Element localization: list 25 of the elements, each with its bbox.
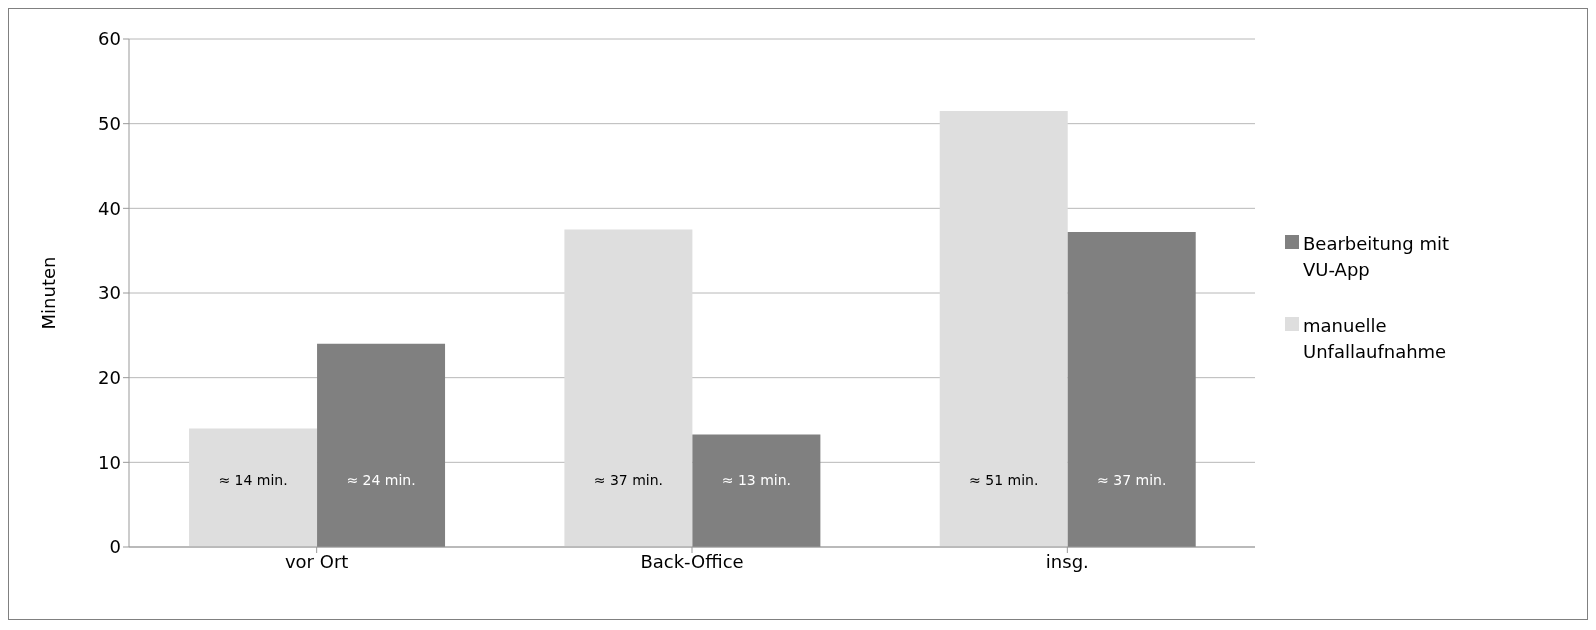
y-tick-label: 0 xyxy=(109,536,121,558)
y-tick-label: 10 xyxy=(98,451,121,473)
bar xyxy=(692,434,821,547)
bar xyxy=(317,343,446,547)
y-tick-label: 60 xyxy=(98,28,121,50)
data-label: ≈ 51 min. xyxy=(969,472,1039,488)
x-tick-label: Back-Office xyxy=(640,550,744,572)
bar xyxy=(564,229,693,547)
data-label: ≈ 13 min. xyxy=(721,472,792,488)
y-tick-label: 50 xyxy=(98,113,121,135)
y-axis-title: Minuten xyxy=(38,256,60,330)
data-label: ≈ 14 min. xyxy=(218,472,288,488)
x-tick-label: vor Ort xyxy=(284,550,349,572)
legend-label: manuelle Unfallaufnahme xyxy=(1303,314,1448,364)
data-label: ≈ 37 min. xyxy=(1097,472,1167,488)
x-tick-label: insg. xyxy=(1045,550,1089,572)
bar xyxy=(1067,232,1196,547)
bar xyxy=(939,110,1068,547)
legend-label: Bearbeitung mit VU-App xyxy=(1303,232,1450,282)
y-tick-label: 20 xyxy=(98,367,121,389)
y-tick-label: 30 xyxy=(98,282,121,304)
y-tick-label: 40 xyxy=(98,197,121,219)
data-label: ≈ 37 min. xyxy=(593,472,664,488)
bar xyxy=(189,428,318,547)
data-label: ≈ 24 min. xyxy=(346,472,416,488)
